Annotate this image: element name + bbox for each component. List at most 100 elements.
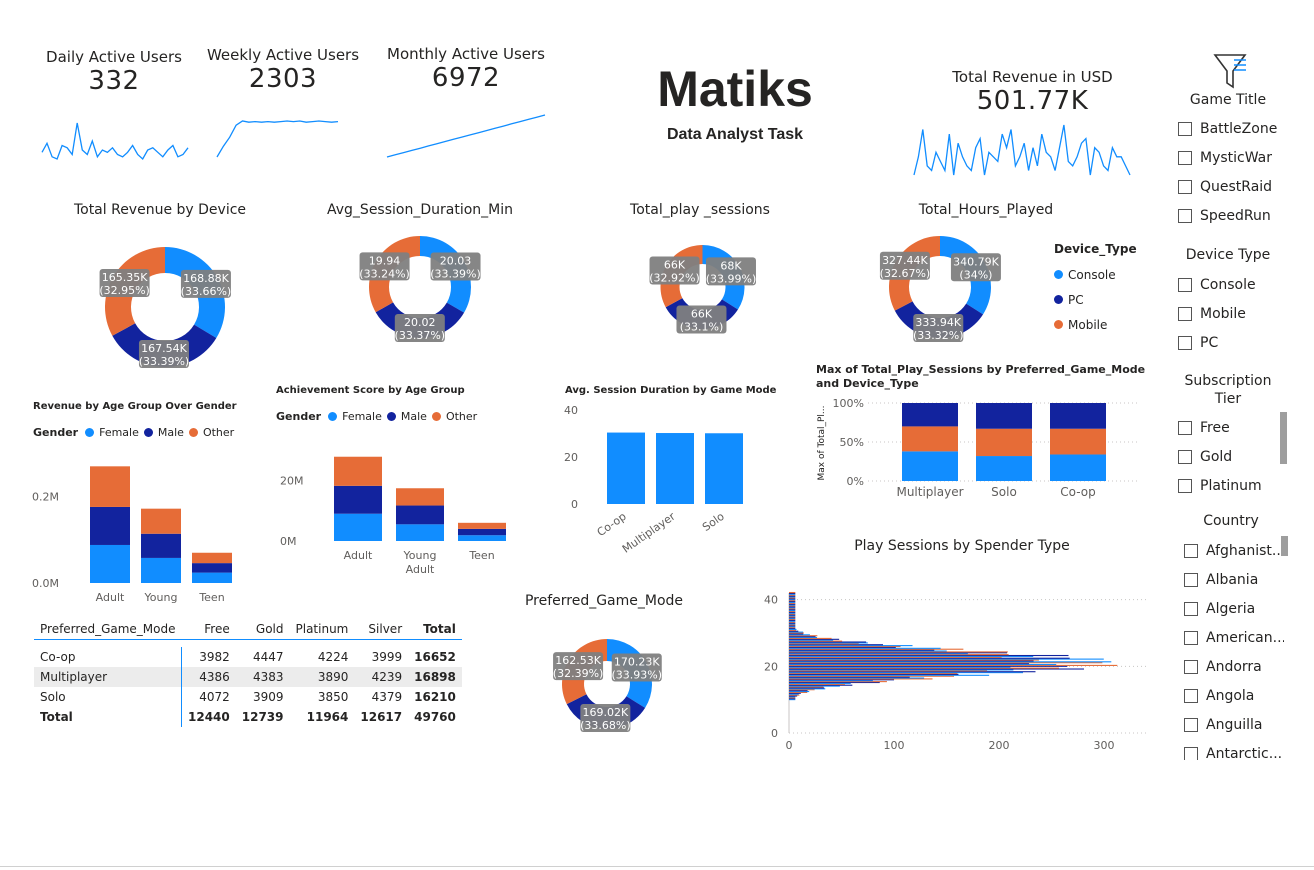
checkbox[interactable]	[1184, 746, 1198, 760]
bar-other[interactable]	[192, 552, 232, 564]
bar-female[interactable]	[334, 513, 382, 541]
table-row[interactable]: Multiplayer 4386 4383 3890 4239 16898	[34, 667, 462, 687]
slicer-item-country[interactable]: Algeria	[1184, 594, 1284, 623]
bar-male[interactable]	[396, 505, 444, 525]
table-row[interactable]: Solo 4072 3909 3850 4379 16210	[34, 687, 462, 707]
slicer-item-gold[interactable]: Gold	[1178, 442, 1278, 471]
bar-mobile[interactable]	[1050, 428, 1106, 455]
slicer-label: Angola	[1206, 687, 1255, 704]
slicer-item-free[interactable]: Free	[1178, 413, 1278, 442]
bar-other[interactable]	[334, 456, 382, 486]
bar-other[interactable]	[458, 522, 506, 529]
checkbox[interactable]	[1178, 150, 1192, 165]
slicer-item-country[interactable]: American...	[1184, 623, 1284, 652]
checkbox[interactable]	[1184, 688, 1198, 703]
checkbox[interactable]	[1184, 717, 1198, 732]
slicer-item-country[interactable]: Albania	[1184, 565, 1284, 594]
histogram-bar	[789, 635, 818, 637]
matrix-cell: 4224	[317, 650, 349, 664]
bar[interactable]	[705, 433, 743, 504]
bar-mobile[interactable]	[902, 426, 958, 452]
checkbox[interactable]	[1178, 449, 1192, 464]
subscription-scrollbar[interactable]	[1280, 412, 1287, 464]
slicer-item-country[interactable]: Afghanist...	[1184, 536, 1284, 565]
checkbox[interactable]	[1184, 601, 1198, 616]
histogram-bar	[789, 618, 796, 620]
bar-male[interactable]	[334, 485, 382, 514]
bar-other[interactable]	[141, 508, 181, 534]
histogram-bar	[789, 672, 1024, 674]
bar-male[interactable]	[192, 563, 232, 573]
checkbox[interactable]	[1178, 478, 1192, 493]
checkbox[interactable]	[1178, 420, 1192, 435]
matrix-header[interactable]: Free	[204, 621, 230, 636]
matrix-header[interactable]: Total	[423, 621, 456, 636]
histogram-bar	[789, 593, 796, 595]
checkbox[interactable]	[1184, 630, 1198, 645]
slicer-item-country[interactable]: Andorra	[1184, 652, 1284, 681]
slicer-label: Anguilla	[1206, 716, 1263, 733]
matrix-header[interactable]: Platinum	[295, 621, 349, 636]
checkbox[interactable]	[1178, 306, 1192, 321]
sparkline-path	[913, 124, 1131, 176]
slicer-item-country[interactable]: Antarctic...	[1184, 739, 1284, 760]
bar-other[interactable]	[90, 466, 130, 507]
bar-male[interactable]	[90, 506, 130, 545]
matrix-header[interactable]: Preferred_Game_Mode	[40, 621, 176, 636]
histogram-bar	[789, 626, 796, 628]
kpi-value: 2303	[248, 64, 318, 94]
bar-console[interactable]	[902, 451, 958, 481]
preferred-mode-title: Preferred_Game_Mode	[524, 593, 684, 609]
bar-female[interactable]	[90, 544, 130, 583]
histogram-bar	[789, 672, 958, 675]
checkbox[interactable]	[1178, 121, 1192, 136]
category-label: Adult	[96, 591, 125, 604]
bar-male[interactable]	[141, 533, 181, 558]
bar-female[interactable]	[458, 535, 506, 541]
slicer-item-speedrun[interactable]: SpeedRun	[1178, 201, 1288, 230]
table-row[interactable]: Co-op 3982 4447 4224 3999 16652	[34, 647, 462, 667]
kpi-label: Weekly Active Users	[206, 46, 360, 64]
slicer-item-platinum[interactable]: Platinum	[1178, 471, 1278, 493]
bar-mobile[interactable]	[976, 428, 1032, 457]
matrix-total-row: Total 12440 12739 11964 12617 49760	[34, 707, 462, 727]
checkbox[interactable]	[1184, 659, 1198, 674]
slicer-item-console[interactable]: Console	[1178, 270, 1288, 299]
matrix-header[interactable]: Silver	[368, 621, 403, 636]
slicer-item-pc[interactable]: PC	[1178, 328, 1288, 357]
checkbox[interactable]	[1178, 208, 1192, 223]
slicer-item-questraid[interactable]: QuestRaid	[1178, 172, 1288, 201]
checkbox[interactable]	[1178, 335, 1192, 350]
checkbox[interactable]	[1184, 543, 1198, 558]
slicer-item-mobile[interactable]: Mobile	[1178, 299, 1288, 328]
slicer-item-mysticwar[interactable]: MysticWar	[1178, 143, 1288, 172]
histogram-bar	[789, 644, 883, 646]
bar-console[interactable]	[976, 456, 1032, 481]
bar-pc[interactable]	[976, 403, 1032, 429]
checkbox[interactable]	[1178, 179, 1192, 194]
slicer-item-country[interactable]: Angola	[1184, 681, 1284, 710]
histogram-bar	[789, 677, 925, 679]
matrix-header[interactable]: Gold	[255, 621, 284, 636]
filter-icon[interactable]	[1212, 52, 1250, 92]
bar-pc[interactable]	[1050, 403, 1106, 429]
bar-pc[interactable]	[902, 403, 958, 427]
data-label-value: 20.02	[404, 316, 436, 329]
country-scrollbar[interactable]	[1281, 536, 1288, 556]
data-label-value: 19.94	[369, 254, 401, 267]
bar-female[interactable]	[396, 524, 444, 541]
bar-female[interactable]	[192, 572, 232, 583]
bar-female[interactable]	[141, 557, 181, 583]
checkbox[interactable]	[1184, 572, 1198, 587]
histogram-bar	[789, 596, 796, 598]
bar[interactable]	[656, 433, 694, 504]
donut-slice-console[interactable]	[165, 247, 225, 339]
slicer-item-battlezone[interactable]: BattleZone	[1178, 114, 1288, 143]
checkbox[interactable]	[1178, 277, 1192, 292]
slicer-item-country[interactable]: Anguilla	[1184, 710, 1284, 739]
histogram-bar	[789, 636, 818, 639]
bar[interactable]	[607, 432, 645, 504]
bar-console[interactable]	[1050, 454, 1106, 481]
bar-other[interactable]	[396, 488, 444, 506]
bar-male[interactable]	[458, 528, 506, 536]
